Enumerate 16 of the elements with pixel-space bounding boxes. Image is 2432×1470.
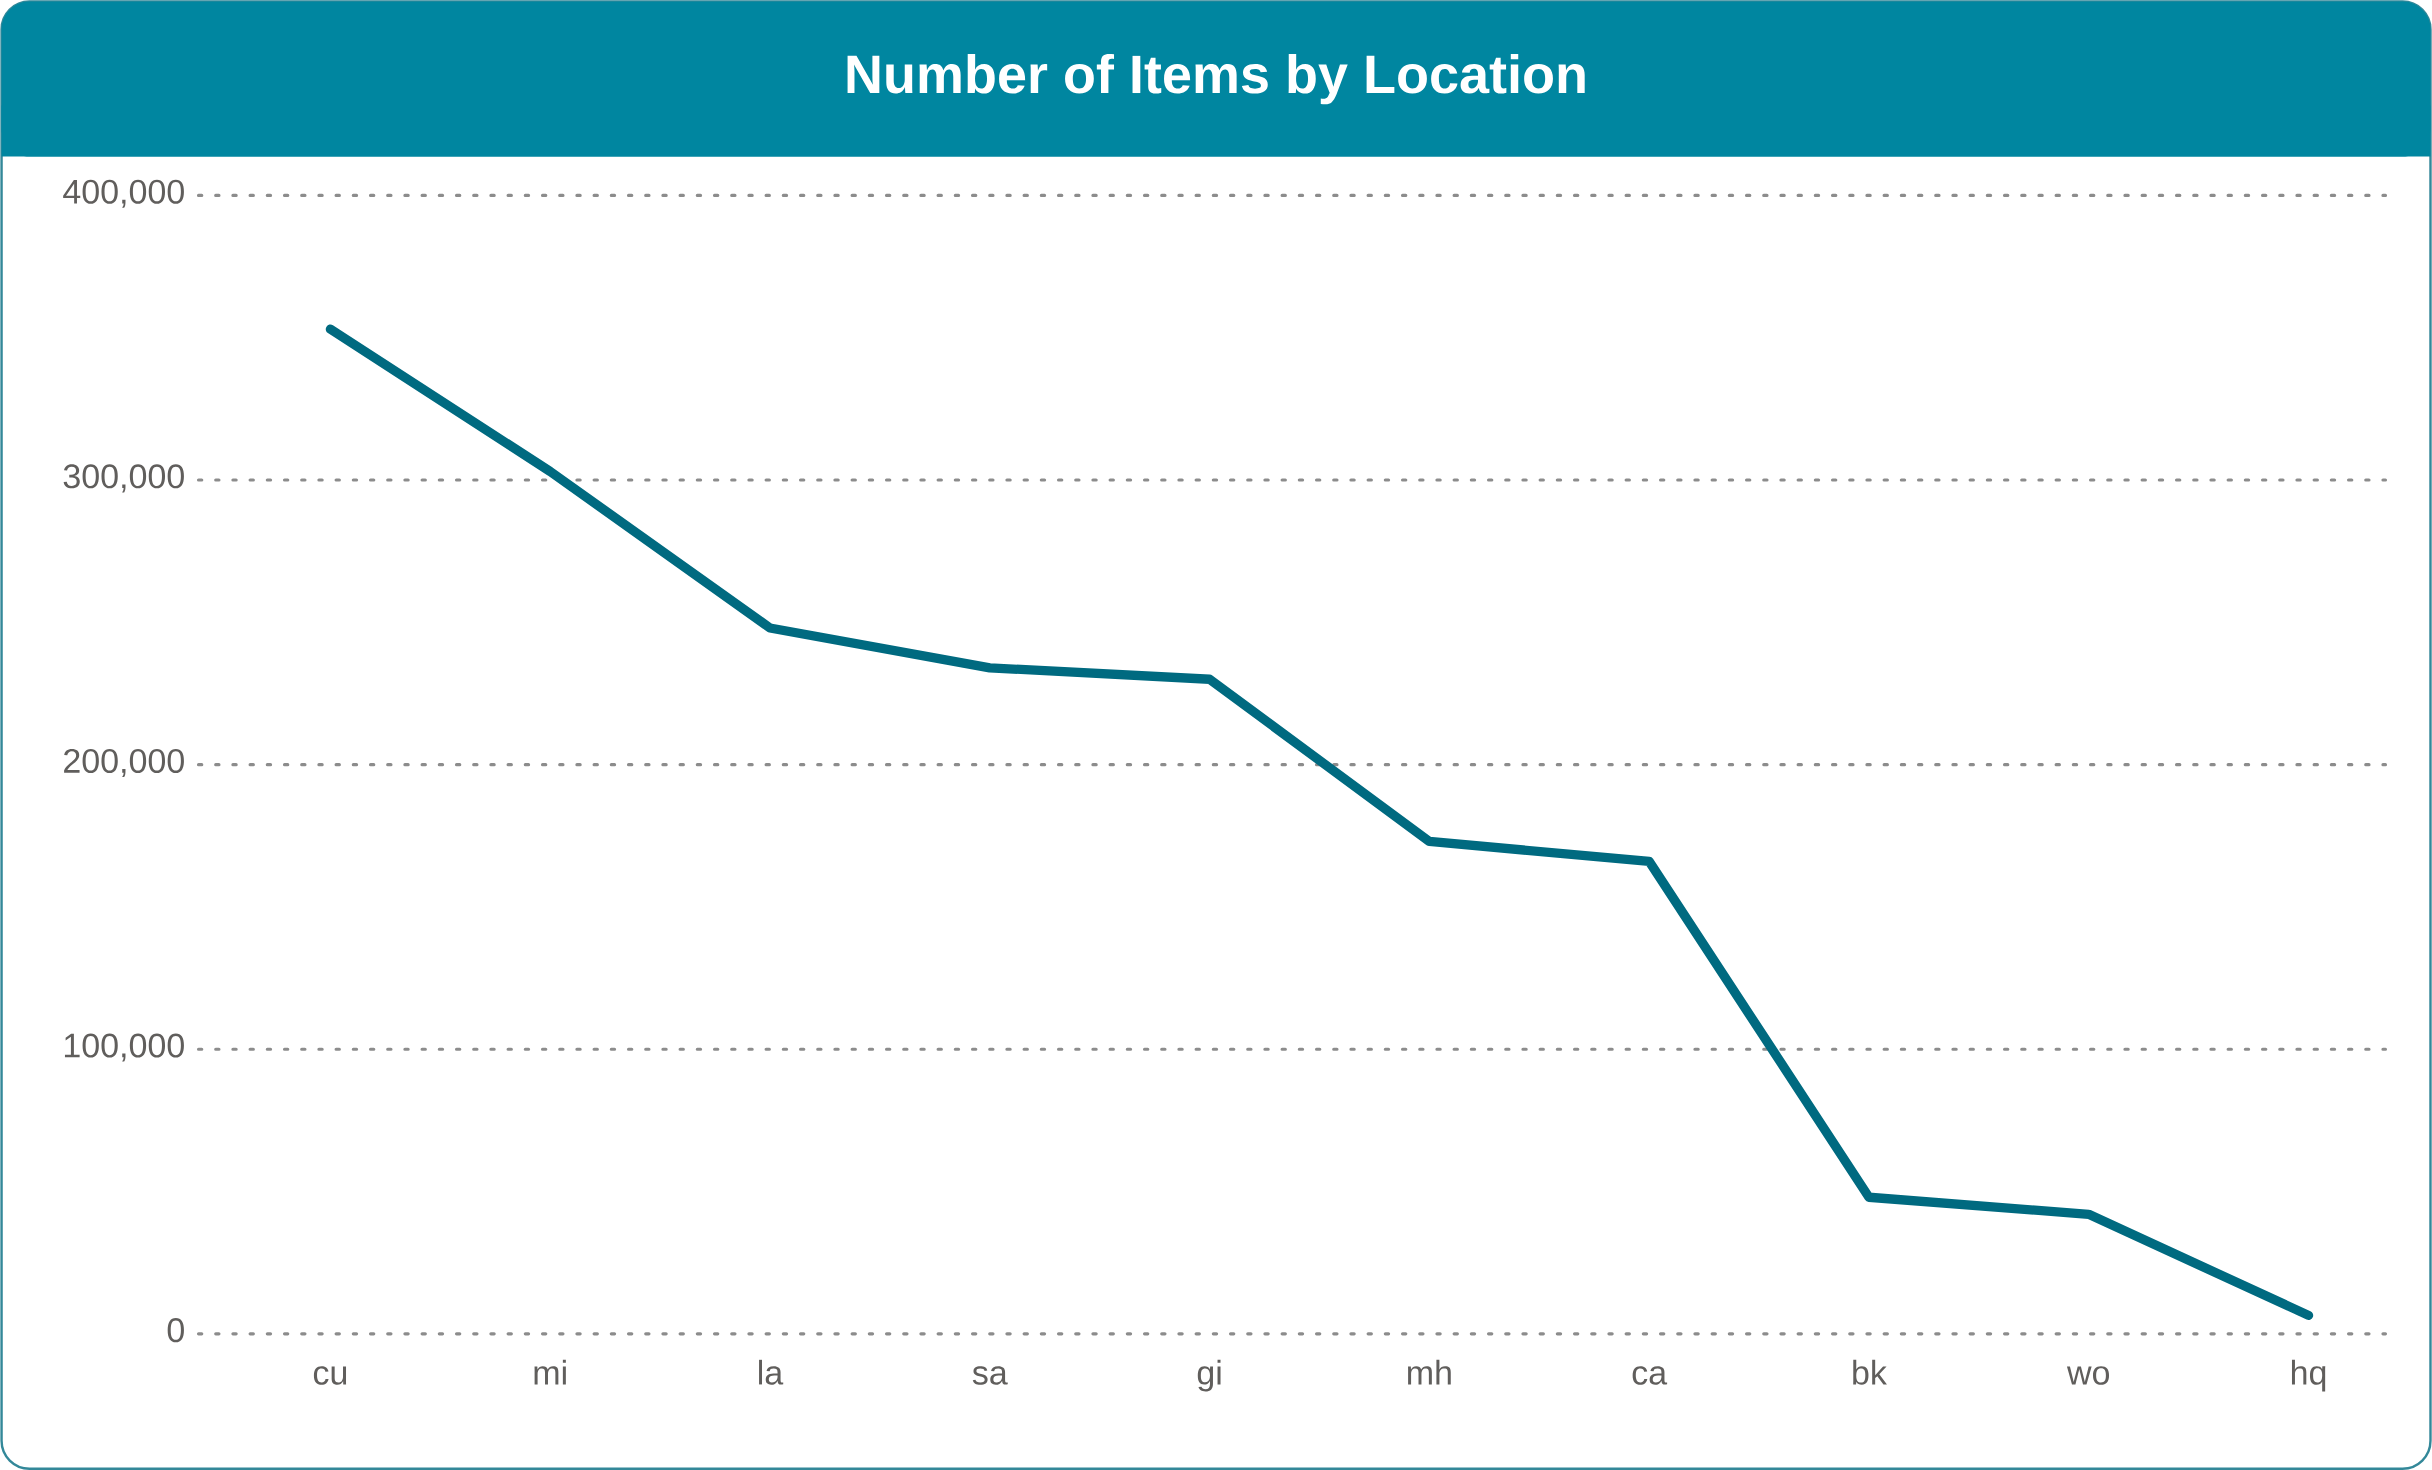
x-tick-label: la <box>759 1359 784 1385</box>
y-tick-label: 0 <box>167 1317 184 1343</box>
x-tick-label: ca <box>1632 1365 1668 1385</box>
x-tick-label: cu <box>313 1365 347 1385</box>
chart-title: Number of Items by Location <box>847 53 1585 105</box>
x-tick-label: bk <box>1853 1359 1887 1385</box>
y-tick-label: 400,000 <box>63 179 184 208</box>
y-tick-label: 300,000 <box>63 464 184 493</box>
x-tick-label: gi <box>1197 1359 1221 1392</box>
x-tick-label: wo <box>2066 1365 2110 1385</box>
x-tick-label: mi <box>534 1359 566 1385</box>
x-tick-label: mh <box>1408 1359 1451 1385</box>
y-tick-label: 100,000 <box>64 1033 184 1062</box>
y-tick-label: 200,000 <box>64 748 184 777</box>
x-tick-label: hq <box>2291 1359 2326 1392</box>
x-tick-label: sa <box>972 1365 1008 1385</box>
